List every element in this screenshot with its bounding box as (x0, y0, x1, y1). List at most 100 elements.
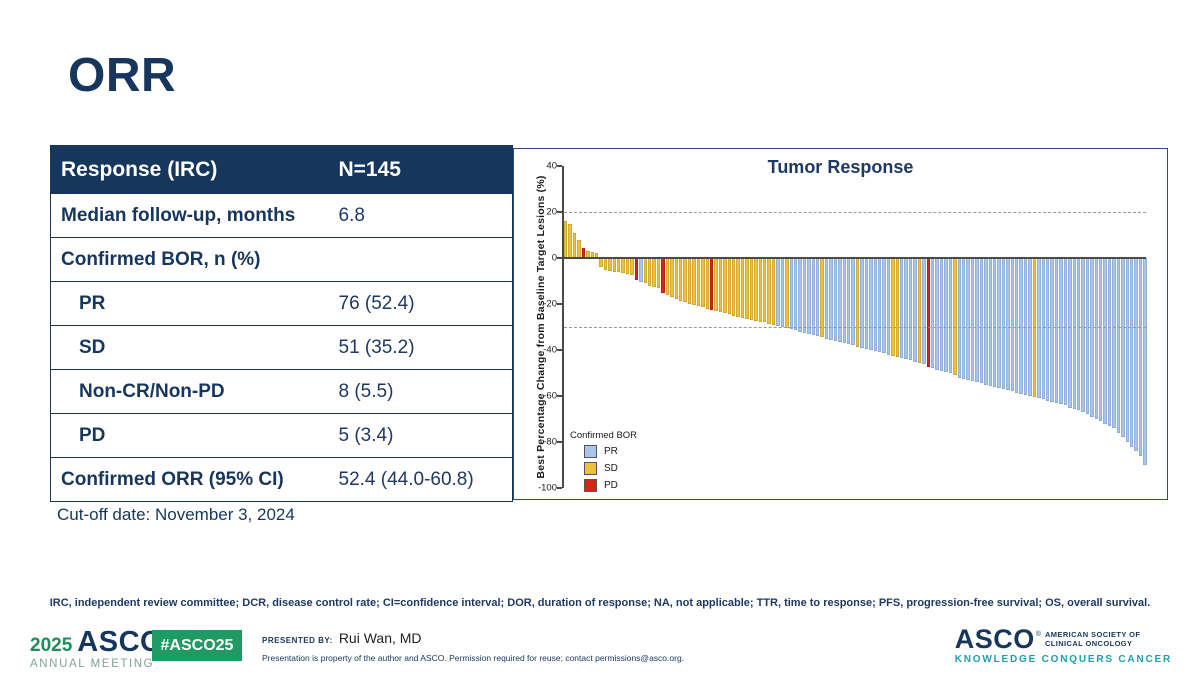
waterfall-bar-pr (1063, 166, 1068, 488)
table-row: PD 5 (3.4) (50, 413, 513, 458)
waterfall-bar-pr (838, 166, 842, 488)
row-label: SD (79, 336, 106, 358)
response-table: Response (IRC) N=145 Median follow-up, m… (50, 145, 513, 502)
society-name-line2: CLINICAL ONCOLOGY (1044, 639, 1133, 649)
waterfall-bar-sd (696, 166, 701, 488)
table-row: PR 76 (52.4) (50, 281, 513, 326)
waterfall-bar-sd (727, 166, 732, 488)
waterfall-bar-pr (1068, 166, 1072, 488)
waterfall-bar-sd (953, 166, 957, 488)
waterfall-bar-pr (1103, 166, 1107, 488)
waterfall-bar-pr (1134, 166, 1138, 488)
row-value: 5 (3.4) (338, 424, 394, 446)
y-tick-label: -40 (543, 344, 557, 356)
waterfall-bar-pr (913, 166, 917, 488)
waterfall-bar-pr (793, 166, 798, 488)
registered-mark-icon: ® (1035, 630, 1041, 638)
waterfall-bar-sd (599, 166, 603, 488)
waterfall-bar-pr (970, 166, 975, 488)
asco-society-logo: ASCO ® AMERICAN SOCIETY OF CLINICAL ONCO… (955, 625, 1172, 665)
waterfall-bar-pr (944, 166, 948, 488)
waterfall-bar-pr (939, 166, 944, 488)
waterfall-bar-pr (1076, 166, 1081, 488)
waterfall-bar-pr (961, 166, 966, 488)
waterfall-bar-pd (661, 166, 665, 488)
waterfall-bar-pr (935, 166, 939, 488)
legend-swatch-sd (584, 462, 597, 475)
waterfall-bar-pr (1107, 166, 1112, 488)
waterfall-bar-pr (877, 166, 882, 488)
waterfall-bar-pr (1094, 166, 1099, 488)
waterfall-bar-sd (767, 166, 771, 488)
y-tick-mark (557, 211, 562, 213)
y-tick-label: -80 (543, 436, 557, 448)
tumor-response-chart: Tumor Response Best Percentage Change fr… (513, 148, 1168, 500)
waterfall-bar-pr (882, 166, 886, 488)
waterfall-bar-sd (603, 166, 608, 488)
table-header-value: N=145 (338, 157, 401, 181)
waterfall-bar-pr (851, 166, 855, 488)
waterfall-bar-pr (1143, 166, 1147, 488)
waterfall-bar-pr (908, 166, 913, 488)
row-label: PR (79, 292, 106, 314)
waterfall-bar-pr (1001, 166, 1006, 488)
page-title: ORR (68, 49, 177, 102)
waterfall-bar-sd (621, 166, 625, 488)
meeting-year: 2025 (30, 635, 73, 656)
waterfall-bar-sd (732, 166, 736, 488)
waterfall-bar-sd (891, 166, 895, 488)
waterfall-bar-sd (754, 166, 758, 488)
y-tick-mark (557, 165, 562, 167)
waterfall-bar-pr (807, 166, 811, 488)
waterfall-bar-pr (1015, 166, 1019, 488)
waterfall-bar-sd (586, 166, 590, 488)
y-tick-mark (557, 441, 562, 443)
table-header-row: Response (IRC) N=145 (50, 145, 513, 194)
waterfall-bar-sd (625, 166, 630, 488)
waterfall-bar-sd (608, 166, 612, 488)
waterfall-bar-sd (652, 166, 656, 488)
waterfall-bar-pd (634, 166, 639, 488)
waterfall-bar-pr (873, 166, 877, 488)
zero-baseline (564, 257, 1146, 259)
row-value (329, 238, 513, 282)
asco-wordmark: ASCO (77, 626, 164, 658)
table-row: SD 51 (35.2) (50, 325, 513, 370)
waterfall-bar-sd (718, 166, 723, 488)
waterfall-bar-sd (749, 166, 754, 488)
waterfall-bar-sd (674, 166, 678, 488)
waterfall-bar-pr (1023, 166, 1028, 488)
waterfall-bar-pr (1006, 166, 1010, 488)
waterfall-bar-pr (992, 166, 997, 488)
y-tick-mark (557, 303, 562, 305)
table-row: Non-CR/Non-PD 8 (5.5) (50, 369, 513, 414)
row-value: 76 (52.4) (338, 292, 415, 314)
waterfall-bar-sd (820, 166, 824, 488)
waterfall-bar-pr (847, 166, 851, 488)
waterfall-bar-pr (1019, 166, 1023, 488)
meeting-subtitle: ANNUAL MEETING (30, 658, 155, 670)
cutoff-date-note: Cut-off date: November 3, 2024 (57, 505, 295, 524)
waterfall-bar-sd (568, 166, 572, 488)
waterfall-bar-pr (979, 166, 984, 488)
y-tick-label: 40 (546, 160, 557, 172)
society-name-line1: AMERICAN SOCIETY OF (1044, 629, 1141, 639)
waterfall-bar-sd (564, 166, 568, 488)
waterfall-bar-pr (824, 166, 829, 488)
y-axis-line (562, 166, 564, 488)
waterfall-bar-pr (984, 166, 988, 488)
table-header-label: Response (IRC) (61, 157, 218, 181)
row-label: Non-CR/Non-PD (79, 380, 225, 402)
legend-item-sd: SD (584, 462, 637, 475)
waterfall-bar-pd (926, 166, 931, 488)
waterfall-bar-pr (802, 166, 807, 488)
waterfall-bar-pr (997, 166, 1001, 488)
waterfall-bar-pr (829, 166, 833, 488)
y-tick-label: -20 (543, 298, 557, 310)
reference-line-dashed (564, 212, 1146, 213)
waterfall-bar-pr (869, 166, 873, 488)
waterfall-bar-sd (590, 166, 594, 488)
waterfall-bar-sd (745, 166, 749, 488)
waterfall-bar-pr (1037, 166, 1041, 488)
